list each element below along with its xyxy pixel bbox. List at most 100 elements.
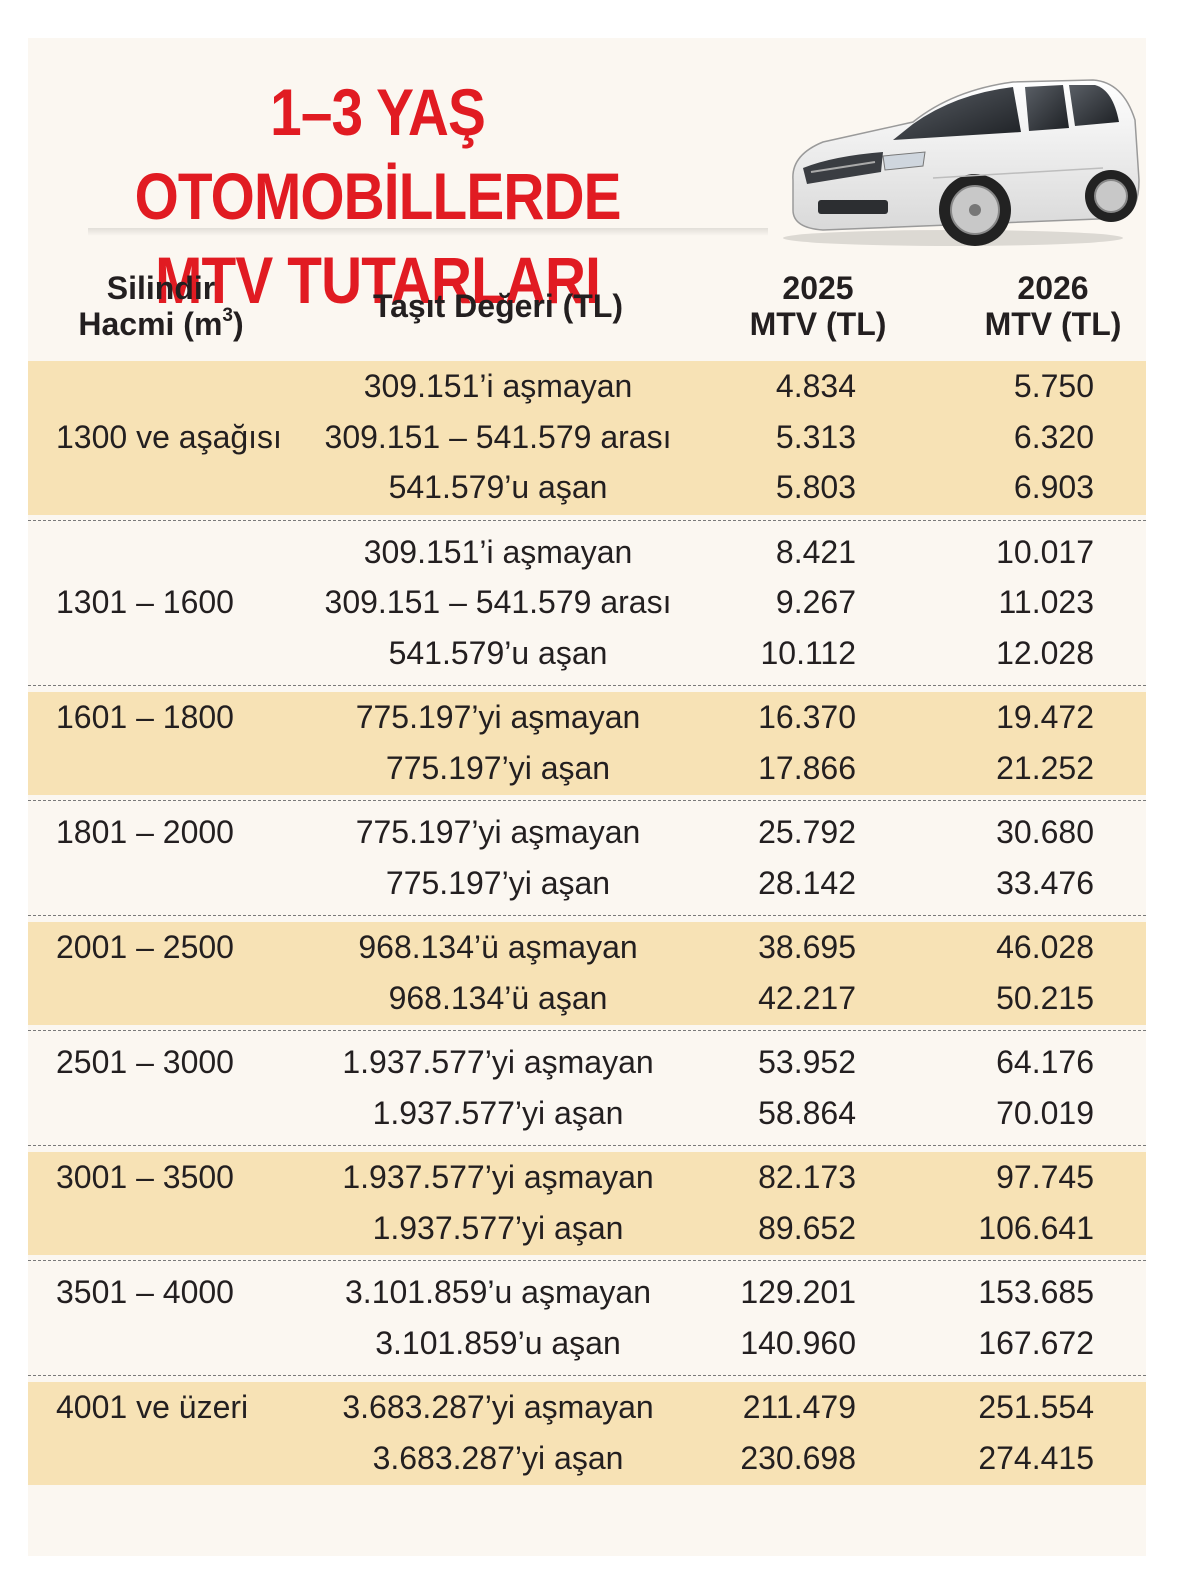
title-underline-shadow xyxy=(88,228,768,236)
vehicle-value: 775.197’yi aşan xyxy=(385,864,611,901)
table-group: 1300 ve aşağısı 309.151’i aşmayan 4.834 5.7… xyxy=(28,361,1146,515)
group-divider xyxy=(28,800,1146,801)
mtv-2025-value: 230.698 xyxy=(740,1439,856,1476)
title-line-2: MTV TUTARLARI xyxy=(155,243,601,317)
mtv-2026-value: 21.252 xyxy=(996,749,1094,786)
header-cylinder: Silindir Hacmi (m3) xyxy=(56,270,266,342)
vehicle-value: 3.101.859’u aşan xyxy=(375,1324,621,1361)
mtv-2025-value: 10.112 xyxy=(760,634,857,671)
mtv-2026-value: 251.554 xyxy=(978,1389,1094,1425)
vehicle-value: 3.683.287’yi aşmayan xyxy=(342,1389,654,1425)
header-2026-year: 2026 xyxy=(1017,270,1089,306)
mtv-2026-value: 167.672 xyxy=(978,1324,1094,1361)
group-divider xyxy=(28,1030,1146,1031)
mtv-2026-value: 19.472 xyxy=(996,699,1094,735)
vehicle-value: 309.151 – 541.579 arası xyxy=(324,418,672,455)
mtv-2026-value: 11.023 xyxy=(998,584,1095,620)
vehicle-value: 309.151’i aşmayan xyxy=(363,368,633,404)
mtv-2025-value: 17.866 xyxy=(758,749,856,786)
group-divider xyxy=(28,1260,1146,1261)
table-group: 1301 – 1600 309.151’i aşmayan 8.421 10.017 3… xyxy=(28,527,1146,681)
mtv-2026-value: 106.641 xyxy=(978,1209,1094,1246)
vehicle-value: 1.937.577’yi aşan xyxy=(372,1094,624,1131)
cylinder-range: 1300 ve aşağısı xyxy=(56,418,282,455)
mtv-2026-value: 97.745 xyxy=(996,1159,1094,1195)
table-group: 2001 – 2500 968.134’ü aşmayan 38.695 46.028… xyxy=(28,922,1146,1025)
cylinder-range: 1601 – 1800 xyxy=(56,699,234,735)
vehicle-value: 1.937.577’yi aşan xyxy=(372,1209,624,1246)
header-mtv-2026: 2026 MTV (TL) xyxy=(968,270,1138,342)
mtv-2025-value: 16.370 xyxy=(758,699,856,735)
table-group: 3001 – 3500 1.937.577’yi aşmayan 82.173 97.… xyxy=(28,1152,1146,1255)
header-2026-label: MTV (TL) xyxy=(984,306,1122,342)
mtv-2025-value: 38.695 xyxy=(758,929,856,965)
mtv-2025-value: 42.217 xyxy=(758,979,856,1016)
mtv-2025-value: 129.201 xyxy=(740,1274,856,1310)
cylinder-range: 2001 – 2500 xyxy=(56,929,234,965)
mtv-2026-value: 5.750 xyxy=(1013,368,1094,404)
vehicle-value: 775.197’yi aşan xyxy=(385,749,611,786)
vehicle-value: 775.197’yi aşmayan xyxy=(355,699,641,735)
mtv-2025-value: 82.173 xyxy=(758,1159,856,1195)
vehicle-value: 1.937.577’yi aşmayan xyxy=(342,1044,654,1080)
title-line-1: 1–3 YAŞ OTOMOBİLLERDE xyxy=(134,75,622,233)
mtv-2026-value: 274.415 xyxy=(978,1439,1094,1476)
table-group: 1801 – 2000 775.197’yi aşmayan 25.792 30.68… xyxy=(28,807,1146,910)
header-vehicle-value: Taşıt Değeri (TL) xyxy=(372,288,624,324)
mtv-2026-value: 50.215 xyxy=(996,979,1094,1016)
cylinder-range: 1801 – 2000 xyxy=(56,814,234,850)
mtv-2026-value: 70.019 xyxy=(996,1094,1094,1131)
mtv-2026-value: 153.685 xyxy=(978,1274,1094,1310)
vehicle-value: 775.197’yi aşmayan xyxy=(355,814,641,850)
mtv-2025-value: 211.479 xyxy=(742,1389,856,1425)
mtv-table-card: 1–3 YAŞ OTOMOBİLLERDE MTV TUTARLARI xyxy=(28,38,1146,1556)
mtv-2025-value: 28.142 xyxy=(758,864,856,901)
table-group: 4001 ve üzeri 3.683.287’yi aşmayan 211.479… xyxy=(28,1382,1146,1485)
mtv-2026-value: 64.176 xyxy=(996,1044,1094,1080)
mtv-2026-value: 6.903 xyxy=(1013,469,1094,505)
car-illustration xyxy=(783,79,1140,246)
mtv-2025-value: 58.864 xyxy=(758,1094,856,1131)
mtv-2026-value: 6.320 xyxy=(1013,418,1094,455)
mtv-2026-value: 30.680 xyxy=(996,814,1094,850)
vehicle-value: 3.683.287’yi aşan xyxy=(372,1439,624,1476)
table-group: 1601 – 1800 775.197’yi aşmayan 16.370 19.47… xyxy=(28,692,1146,795)
mtv-2025-value: 89.652 xyxy=(758,1209,856,1246)
group-divider xyxy=(28,685,1146,686)
mtv-2026-value: 10.017 xyxy=(996,533,1094,570)
group-divider xyxy=(28,519,1146,521)
table-group: 2501 – 3000 1.937.577’yi aşmayan 53.952 64.… xyxy=(28,1037,1146,1140)
group-divider xyxy=(28,915,1146,916)
mtv-2025-value: 4.834 xyxy=(775,368,856,404)
header-mtv-2025: 2025 MTV (TL) xyxy=(728,270,908,342)
cylinder-range: 1301 – 1600 xyxy=(56,584,234,620)
mtv-2025-value: 8.421 xyxy=(775,533,856,570)
mtv-2026-value: 33.476 xyxy=(996,864,1094,901)
vehicle-value: 309.151 – 541.579 arası xyxy=(324,584,672,620)
vehicle-value: 541.579’u aşan xyxy=(388,469,608,505)
vehicle-value: 309.151’i aşmayan xyxy=(363,533,633,570)
mtv-2025-value: 9.267 xyxy=(775,584,856,620)
header-2025-year: 2025 xyxy=(782,270,854,306)
cylinder-range: 2501 – 3000 xyxy=(56,1044,234,1080)
vehicle-value: 1.937.577’yi aşmayan xyxy=(342,1159,654,1195)
vehicle-value: 968.134’ü aşmayan xyxy=(358,929,638,965)
mtv-2025-value: 53.952 xyxy=(758,1044,856,1080)
page-title: 1–3 YAŞ OTOMOBİLLERDE MTV TUTARLARI xyxy=(68,70,687,322)
mtv-2025-value: 25.792 xyxy=(758,814,856,850)
group-divider xyxy=(28,1375,1146,1376)
header-cylinder-line-2: Hacmi (m3) xyxy=(78,305,244,342)
cylinder-range: 3001 – 3500 xyxy=(56,1159,234,1195)
mtv-2026-value: 46.028 xyxy=(996,929,1094,965)
header-cylinder-line-1: Silindir xyxy=(106,270,216,306)
table-group: 3501 – 4000 3.101.859’u aşmayan 129.201 153… xyxy=(28,1267,1146,1370)
mtv-2025-value: 5.803 xyxy=(775,469,856,505)
group-divider xyxy=(28,1145,1146,1146)
mtv-2025-value: 5.313 xyxy=(775,418,856,455)
header-2025-label: MTV (TL) xyxy=(749,306,887,342)
mtv-2025-value: 140.960 xyxy=(740,1324,856,1361)
vehicle-value: 3.101.859’u aşmayan xyxy=(345,1274,651,1310)
cylinder-range: 4001 ve üzeri xyxy=(56,1389,249,1425)
cylinder-range: 3501 – 4000 xyxy=(56,1274,234,1310)
vehicle-value: 968.134’ü aşan xyxy=(388,979,608,1016)
